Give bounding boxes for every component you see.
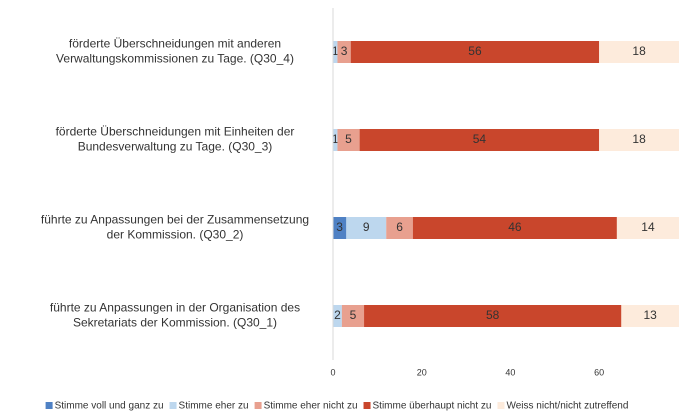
bar-segment bbox=[346, 217, 387, 239]
bar-segment bbox=[333, 41, 338, 63]
x-tick-label: 60 bbox=[594, 367, 604, 377]
data-label: 5 bbox=[350, 308, 357, 322]
y-tick-label: förderte Überschneidungen mit anderen bbox=[69, 37, 281, 51]
data-label: 18 bbox=[632, 44, 646, 58]
data-label: 2 bbox=[334, 308, 341, 322]
bar-segment bbox=[599, 129, 679, 151]
y-tick-label: der Kommission. (Q30_2) bbox=[107, 228, 244, 242]
bar-segment bbox=[350, 41, 600, 63]
data-label: 3 bbox=[341, 44, 348, 58]
x-tick-label: 40 bbox=[505, 367, 515, 377]
y-tick-label: Verwaltungskommissionen zu Tage. (Q30_4) bbox=[56, 52, 294, 66]
bar-segment bbox=[412, 217, 617, 239]
legend-label: Stimme überhaupt nicht zu bbox=[373, 401, 492, 412]
bar-segment bbox=[337, 41, 351, 63]
legend-swatch bbox=[363, 402, 371, 409]
data-label: 13 bbox=[643, 308, 657, 322]
data-label: 1 bbox=[332, 132, 339, 146]
data-label: 3 bbox=[336, 220, 343, 234]
data-label: 14 bbox=[641, 220, 655, 234]
y-tick-label: Bundesverwaltung zu Tage. (Q30_3) bbox=[78, 140, 273, 154]
y-tick-label: führte zu Anpassungen in der Organisatio… bbox=[50, 301, 300, 315]
legend-swatch bbox=[169, 402, 177, 409]
y-tick-label: förderte Überschneidungen mit Einheiten … bbox=[56, 125, 295, 139]
y-tick-label: führte zu Anpassungen bei der Zusammense… bbox=[41, 213, 309, 227]
data-label: 56 bbox=[468, 44, 482, 58]
legend-swatch bbox=[45, 402, 53, 409]
data-label: 58 bbox=[486, 308, 500, 322]
data-label: 9 bbox=[363, 220, 370, 234]
bar-segment bbox=[599, 41, 679, 63]
data-label: 54 bbox=[473, 132, 487, 146]
bar-segment bbox=[621, 305, 679, 327]
bar-segment bbox=[364, 305, 622, 327]
data-label: 1 bbox=[332, 44, 339, 58]
legend-label: Stimme eher zu bbox=[179, 401, 249, 412]
bar-segment bbox=[333, 217, 347, 239]
x-tick-label: 0 bbox=[330, 367, 335, 377]
bar-segment bbox=[337, 129, 360, 151]
data-label: 6 bbox=[396, 220, 403, 234]
bar-segment bbox=[341, 305, 365, 327]
data-label: 5 bbox=[345, 132, 352, 146]
legend-label: Weiss nicht/nicht zutreffend bbox=[506, 401, 628, 412]
bar-segment bbox=[333, 129, 338, 151]
data-label: 46 bbox=[508, 220, 522, 234]
bar-segment bbox=[616, 217, 679, 239]
bar-segment bbox=[386, 217, 413, 239]
x-tick-label: 20 bbox=[417, 367, 427, 377]
legend-label: Stimme eher nicht zu bbox=[264, 401, 358, 412]
legend-swatch bbox=[254, 402, 262, 409]
legend-label: Stimme voll und ganz zu bbox=[55, 401, 164, 412]
legend-swatch bbox=[497, 402, 505, 409]
bar-segment bbox=[333, 305, 342, 327]
bar-segment bbox=[359, 129, 600, 151]
data-label: 18 bbox=[632, 132, 646, 146]
y-tick-label: Sekretariats der Kommission. (Q30_1) bbox=[73, 316, 277, 330]
